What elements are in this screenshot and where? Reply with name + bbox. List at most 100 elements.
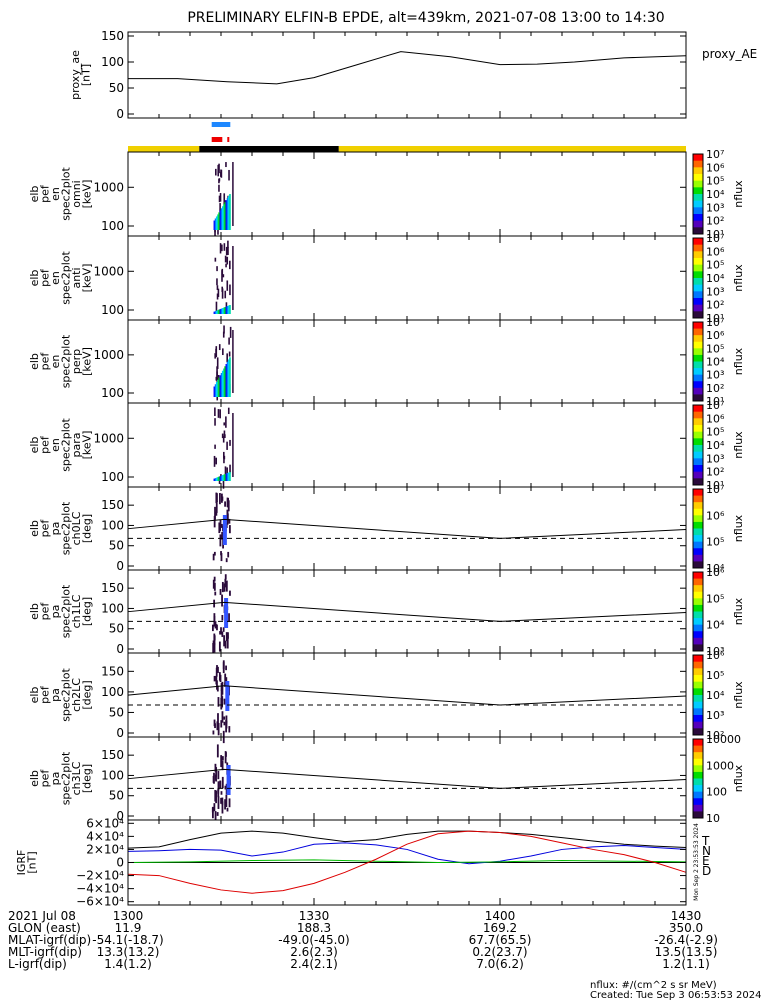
- colorbar-tick-label: 10¹: [706, 312, 724, 325]
- spectrogram-pixel: [215, 348, 217, 353]
- colorbar-segment: [693, 451, 703, 459]
- pitch-pixel: [226, 765, 231, 795]
- colorbar-segment: [693, 715, 703, 723]
- colorbar-segment: [693, 728, 703, 736]
- spectrogram-pixel: [217, 164, 220, 177]
- y-tick-label: 100: [101, 768, 124, 782]
- colorbar-segment: [693, 721, 703, 729]
- colorbar-tick-label: 10⁷: [706, 148, 724, 161]
- y-axis-label-line: [nT]: [25, 851, 38, 873]
- spectrogram-pixel: [221, 244, 223, 252]
- pitch-pixel: [217, 666, 219, 674]
- colorbar-segment: [693, 381, 703, 389]
- orbit-bar-segment: [338, 146, 686, 152]
- colorbar-segment: [693, 561, 703, 569]
- pitch-pixel: [222, 627, 225, 632]
- spectrogram-pixel: [214, 168, 217, 176]
- colorbar-segment: [693, 374, 703, 382]
- colorbar-segment: [693, 418, 703, 426]
- y-axis-label-line: pa: [49, 772, 62, 786]
- spectrogram-pixel: [224, 366, 227, 397]
- spectrogram-pixel: [232, 246, 234, 310]
- pitch-pixel: [213, 719, 216, 727]
- pitch-pixel: [225, 752, 227, 757]
- colorbar-label-text: nflux: [732, 264, 745, 292]
- y-tick-label: 0: [116, 107, 124, 121]
- pitch-pixel: [220, 791, 223, 795]
- y-axis-label-line: pef: [38, 685, 51, 704]
- y-axis-label-line: pef: [38, 184, 51, 203]
- spectrogram-pixel: [219, 203, 221, 213]
- colorbar-tick-label: 10²: [706, 215, 724, 228]
- panel-frame: [127, 31, 687, 119]
- y-tick-label: 100: [101, 303, 124, 317]
- spectrogram-pixel: [223, 325, 225, 334]
- pitch-pixel: [214, 811, 217, 821]
- spectrogram-pixel: [213, 386, 216, 397]
- colorbar-label: nflux: [732, 514, 745, 542]
- pitch-pixel: [225, 632, 228, 642]
- colorbar-segment: [693, 445, 703, 453]
- colorbar-segment: [693, 661, 703, 669]
- colorbar-segment: [693, 611, 703, 619]
- loss-cone-line: [127, 518, 687, 539]
- pitch-pixel: [218, 641, 221, 652]
- colorbar-segment: [693, 535, 703, 543]
- spectrogram-pixel: [223, 422, 226, 426]
- table-cell: -26.4(-2.9): [654, 933, 718, 947]
- y-axis-label-line: [keV]: [80, 431, 93, 460]
- colorbar-tick-label: 10³: [706, 201, 724, 214]
- spectrogram-pixel: [214, 384, 217, 397]
- spectrogram-pixel: [227, 246, 229, 256]
- spectrogram-pixel: [229, 357, 231, 397]
- orbit-bar-segment: [199, 146, 339, 152]
- colorbar-tick-label: 10⁴: [706, 188, 725, 201]
- pitch-pixel: [214, 763, 217, 772]
- pitch-pixel: [228, 525, 231, 534]
- spectrogram-pixel: [213, 311, 216, 314]
- spectrogram-pixel: [227, 359, 230, 397]
- pitch-pixel: [226, 513, 229, 521]
- spectrogram-pixel: [226, 256, 229, 265]
- pitch-pixel: [220, 720, 223, 728]
- colorbar-frame: [692, 738, 704, 819]
- pitch-pixel: [220, 493, 223, 503]
- colorbar-tick-label: 10⁴: [706, 619, 725, 632]
- y-axis-label-line: spec2plot: [59, 167, 72, 221]
- colorbar-segment: [693, 618, 703, 626]
- colorbar-segment: [693, 489, 703, 497]
- colorbar-label-text: nflux: [732, 431, 745, 459]
- igrf-N-line: [127, 842, 687, 865]
- pitch-pixel: [224, 673, 227, 686]
- table-cell: 188.3: [297, 921, 331, 935]
- table-cell: 1.4(1.2): [104, 957, 152, 971]
- pitch-pixel: [229, 590, 231, 596]
- pitch-pixel: [227, 551, 230, 558]
- pitch-pixel: [225, 681, 230, 711]
- spectrogram-pixel: [219, 409, 221, 419]
- colorbar-tick-label: 10⁵: [706, 592, 724, 605]
- colorbar-tick-label: 10²: [706, 299, 724, 312]
- colorbar-label-text: nflux: [732, 764, 745, 792]
- table-cell: 7.0(6.2): [476, 957, 524, 971]
- colorbar-tick-label: 10000: [706, 733, 741, 746]
- pitch-pixel: [218, 672, 221, 681]
- spectrogram-pixel: [216, 278, 218, 286]
- colorbar-segment: [693, 528, 703, 536]
- spectrogram-pixel: [225, 246, 228, 256]
- igrf-legend-T: T: [701, 834, 710, 848]
- proxy-ae-line: [128, 51, 687, 85]
- pitch-pixel: [215, 790, 218, 804]
- spectrogram-pixel: [224, 255, 227, 263]
- spectrogram-pixel: [229, 464, 231, 474]
- table-cell: 1400: [485, 909, 516, 923]
- pitch-pixel: [215, 511, 218, 516]
- spectrogram-pixel: [221, 288, 224, 299]
- colorbar-segment: [693, 304, 703, 312]
- table-cell: 2.6(2.3): [290, 945, 338, 959]
- spectrogram-pixel: [219, 375, 222, 397]
- y-axis-label-line: pef: [38, 602, 51, 621]
- colorbar-segment: [693, 591, 703, 599]
- y-axis-label-line: [keV]: [80, 347, 93, 376]
